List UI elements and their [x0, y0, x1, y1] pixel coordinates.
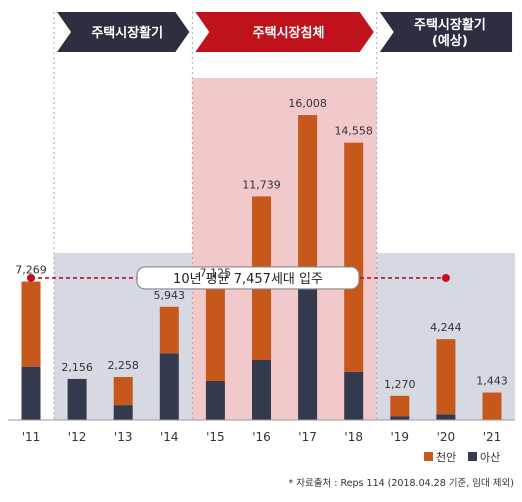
- bar-천안: [205, 284, 225, 381]
- x-tick-label: '17: [298, 430, 317, 444]
- bar-천안: [21, 281, 41, 367]
- x-tick-label: '11: [22, 430, 41, 444]
- x-tick-label: '21: [483, 430, 502, 444]
- x-tick-label: '19: [391, 430, 410, 444]
- value-label: 14,558: [334, 125, 373, 138]
- x-tick-label: '12: [68, 430, 87, 444]
- phase-banner: [379, 12, 513, 52]
- bar-천안: [113, 376, 133, 406]
- bar-천안: [482, 392, 502, 420]
- legend-swatch: [424, 452, 433, 461]
- bar-아산: [436, 414, 456, 420]
- legend-label: 천안: [436, 450, 456, 464]
- phase-label: 주택시장활기: [414, 17, 486, 33]
- value-label: 11,739: [242, 178, 281, 191]
- bar-아산: [205, 380, 225, 420]
- bar-천안: [390, 395, 410, 417]
- value-label: 7,269: [15, 264, 47, 277]
- value-label: 5,943: [154, 289, 186, 302]
- x-tick-label: '13: [114, 430, 133, 444]
- x-tick-label: '20: [437, 430, 456, 444]
- value-label: 4,244: [430, 321, 462, 334]
- source-note: * 자료출처 : Reps 114 (2018.04.28 기준, 임대 제외): [289, 477, 514, 489]
- average-label-box: [136, 266, 360, 290]
- bar-천안: [344, 142, 364, 372]
- bar-아산: [113, 405, 133, 420]
- value-label: 2,258: [107, 359, 139, 372]
- bar-아산: [21, 366, 41, 420]
- bar-천안: [159, 306, 179, 354]
- value-label: 1,270: [384, 378, 416, 391]
- average-label: 10년 평균 7,457세대 입주: [173, 272, 323, 287]
- value-label: 7,125: [200, 266, 232, 279]
- bar-천안: [436, 339, 456, 415]
- legend: 천안 아산: [424, 450, 500, 464]
- bar-천안: [298, 115, 318, 288]
- value-labels: 7,269 2,156 2,258 5,943 7,125 11,739 16,008 14,…: [15, 97, 508, 391]
- bar-아산: [67, 378, 87, 420]
- bar-아산: [390, 416, 410, 420]
- bar-아산: [159, 353, 179, 420]
- bar-아산: [298, 287, 318, 420]
- phase-sublabel: (예상): [432, 33, 468, 49]
- legend-swatch: [468, 452, 477, 461]
- bar-아산: [252, 360, 271, 420]
- average-line: 10년 평균 7,457세대 입주: [27, 266, 450, 290]
- value-label: 2,156: [61, 361, 93, 374]
- phase-label: 주택시장활기: [91, 25, 163, 41]
- bars: [21, 115, 502, 420]
- x-tick-label: '15: [206, 430, 225, 444]
- phase-label: 주택시장침체: [253, 25, 325, 41]
- phase-separators: [53, 12, 378, 420]
- bar-아산: [344, 371, 364, 420]
- phase-banner: [195, 12, 374, 52]
- x-tick-label: '16: [252, 430, 271, 444]
- legend-label: 아산: [480, 451, 500, 464]
- x-axis-ticks: '11 '12 '13 '14 '15 '16 '17 '18 '19 '20 '21: [22, 430, 502, 444]
- x-tick-label: '14: [160, 430, 179, 444]
- phase-banner: [57, 12, 190, 52]
- value-label: 16,008: [288, 97, 327, 110]
- value-label: 1,443: [476, 375, 508, 388]
- average-line-endpoint: [441, 273, 450, 282]
- x-tick-label: '18: [344, 430, 363, 444]
- average-line-endpoint: [27, 273, 35, 282]
